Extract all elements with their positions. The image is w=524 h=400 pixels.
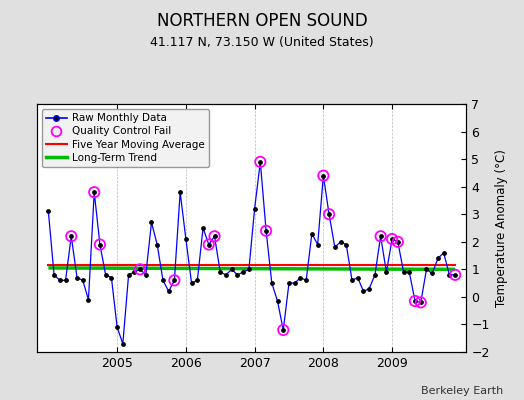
Point [285, 280, 293, 286]
Point [256, 159, 265, 165]
Point [182, 236, 190, 242]
Point [354, 274, 362, 281]
Text: 41.117 N, 73.150 W (United States): 41.117 N, 73.150 W (United States) [150, 36, 374, 49]
Point [73, 274, 81, 281]
Point [216, 269, 224, 275]
Point [445, 272, 454, 278]
Point [176, 189, 184, 195]
Point [274, 298, 282, 304]
Point [136, 266, 144, 272]
Point [188, 280, 196, 286]
Point [84, 296, 93, 303]
Point [227, 266, 236, 272]
Point [376, 233, 385, 240]
Point [262, 228, 270, 234]
Point [170, 277, 179, 284]
Point [153, 241, 161, 248]
Point [388, 236, 396, 242]
Point [451, 272, 460, 278]
Point [331, 244, 339, 250]
Point [411, 298, 419, 304]
Point [204, 241, 213, 248]
Point [50, 272, 58, 278]
Point [359, 288, 368, 294]
Point [56, 277, 64, 284]
Text: Berkeley Earth: Berkeley Earth [421, 386, 503, 396]
Point [434, 255, 442, 262]
Point [222, 272, 230, 278]
Point [61, 277, 70, 284]
Point [199, 225, 208, 231]
Legend: Raw Monthly Data, Quality Control Fail, Five Year Moving Average, Long-Term Tren: Raw Monthly Data, Quality Control Fail, … [42, 109, 209, 167]
Point [141, 272, 150, 278]
Point [67, 233, 75, 240]
Point [113, 324, 122, 330]
Point [67, 233, 75, 240]
Point [170, 277, 179, 284]
Point [440, 250, 448, 256]
Point [394, 238, 402, 245]
Point [376, 233, 385, 240]
Point [193, 277, 202, 284]
Point [96, 241, 104, 248]
Point [279, 327, 288, 333]
Point [165, 288, 173, 294]
Point [325, 211, 333, 218]
Point [130, 269, 138, 275]
Point [394, 238, 402, 245]
Point [90, 189, 99, 195]
Point [90, 189, 99, 195]
Point [365, 286, 374, 292]
Point [451, 272, 460, 278]
Point [371, 272, 379, 278]
Point [239, 269, 247, 275]
Point [159, 277, 167, 284]
Point [319, 172, 328, 179]
Point [107, 274, 116, 281]
Point [417, 299, 425, 306]
Point [336, 238, 345, 245]
Point [147, 219, 156, 226]
Point [302, 277, 310, 284]
Point [250, 206, 259, 212]
Point [279, 327, 288, 333]
Point [233, 272, 242, 278]
Point [290, 280, 299, 286]
Point [268, 280, 276, 286]
Point [102, 272, 110, 278]
Point [405, 269, 413, 275]
Point [411, 298, 419, 304]
Point [417, 299, 425, 306]
Point [210, 233, 219, 240]
Point [313, 241, 322, 248]
Point [204, 241, 213, 248]
Point [428, 270, 436, 277]
Point [296, 274, 304, 281]
Point [422, 266, 431, 272]
Text: NORTHERN OPEN SOUND: NORTHERN OPEN SOUND [157, 12, 367, 30]
Point [256, 159, 265, 165]
Y-axis label: Temperature Anomaly (°C): Temperature Anomaly (°C) [495, 149, 508, 307]
Point [399, 269, 408, 275]
Point [245, 266, 253, 272]
Point [382, 269, 390, 275]
Point [342, 241, 351, 248]
Point [44, 208, 52, 215]
Point [348, 277, 356, 284]
Point [118, 340, 127, 347]
Point [325, 211, 333, 218]
Point [308, 230, 316, 237]
Point [210, 233, 219, 240]
Point [79, 277, 87, 284]
Point [388, 236, 396, 242]
Point [96, 241, 104, 248]
Point [262, 228, 270, 234]
Point [124, 272, 133, 278]
Point [319, 172, 328, 179]
Point [136, 266, 144, 272]
